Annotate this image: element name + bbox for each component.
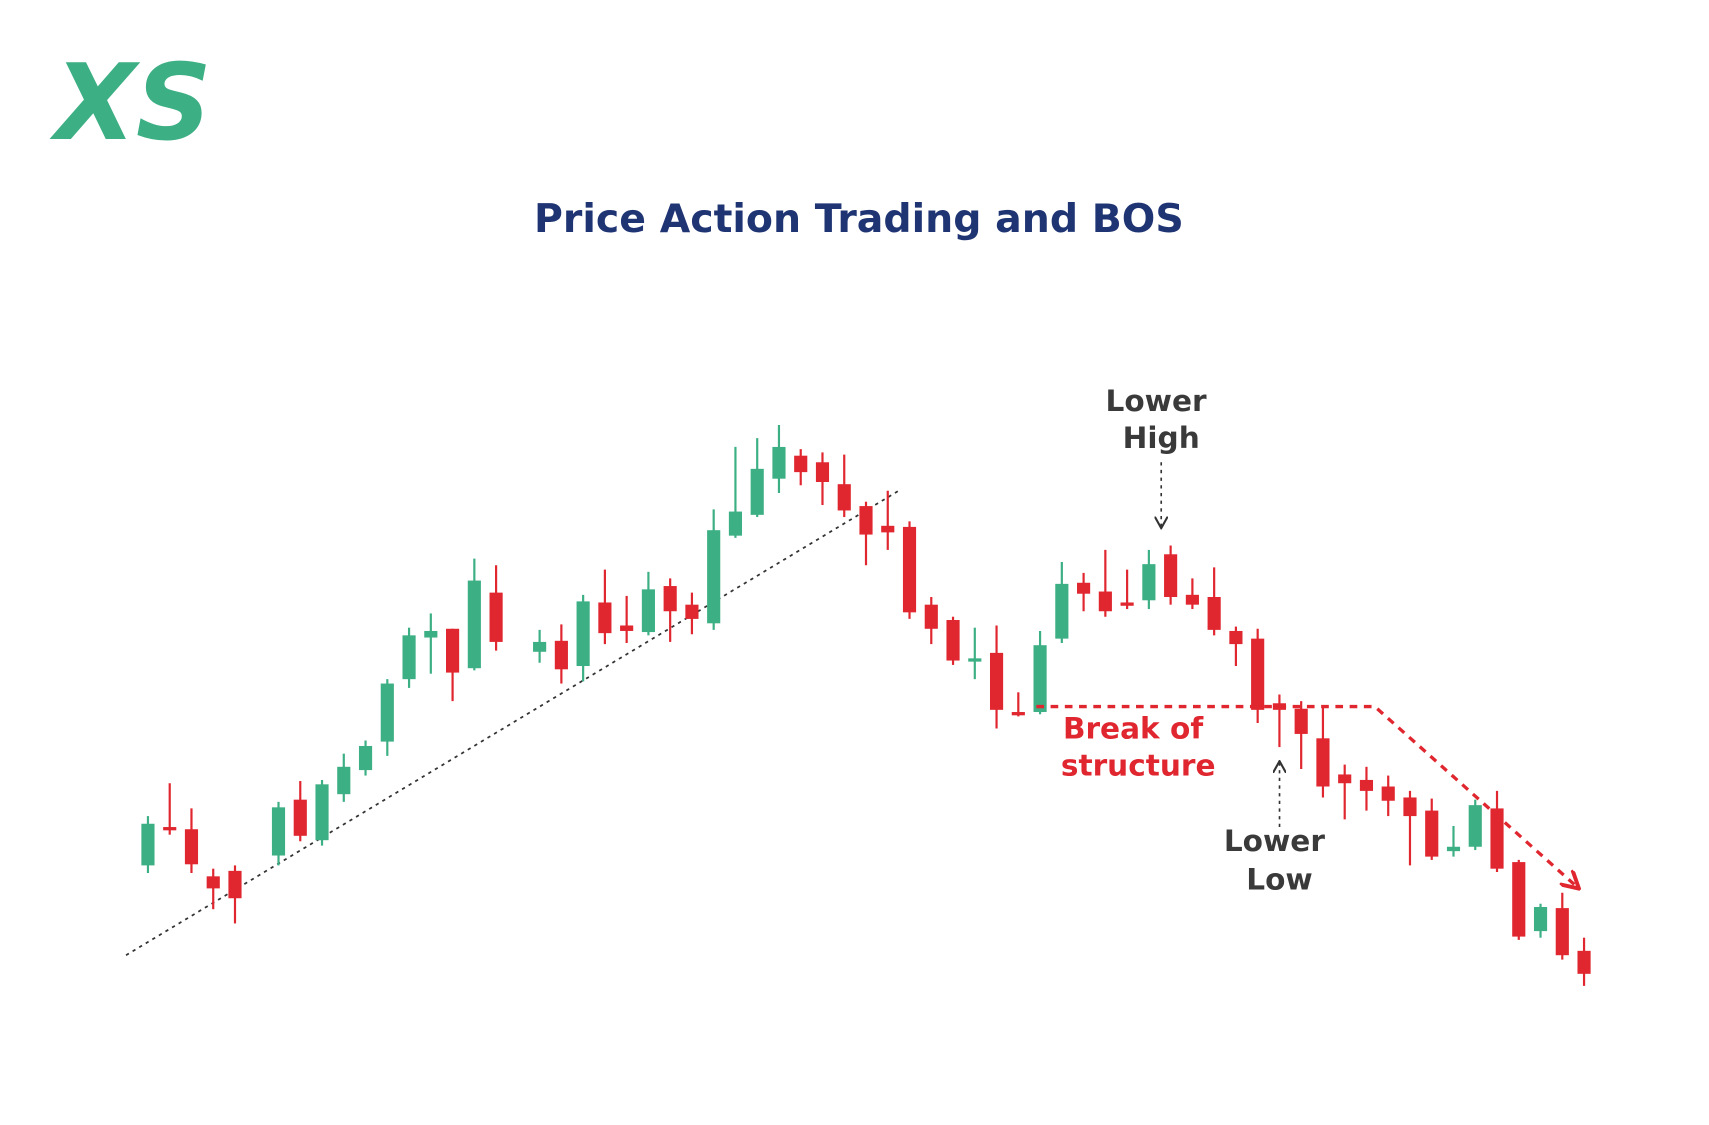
candle-body xyxy=(337,766,351,795)
candle-body xyxy=(1185,594,1199,605)
candle-body xyxy=(184,829,199,865)
candle-body xyxy=(271,807,286,856)
candle-body xyxy=(1142,564,1156,601)
candle-body xyxy=(815,462,830,482)
candle-body xyxy=(881,525,895,533)
candle-body xyxy=(1207,597,1221,630)
label-line: Lower xyxy=(1224,824,1326,858)
candle-body xyxy=(620,625,634,631)
candle-body xyxy=(968,658,982,662)
candle-body xyxy=(1229,630,1243,645)
label-line: Low xyxy=(1246,862,1312,896)
candle-body xyxy=(1077,582,1091,594)
bos-line xyxy=(1036,704,1577,888)
candle-body xyxy=(859,506,873,535)
candle-body xyxy=(750,468,764,515)
candle-body xyxy=(576,601,590,667)
candle-body xyxy=(402,635,416,680)
candle-body xyxy=(1098,591,1112,612)
candle-body xyxy=(554,640,568,670)
candle-body xyxy=(163,827,177,831)
candle-body xyxy=(1446,846,1461,852)
candles xyxy=(141,425,1591,986)
candle-body xyxy=(1251,638,1265,710)
candle-body xyxy=(902,526,917,613)
candle-body xyxy=(315,784,329,841)
candle-body xyxy=(1359,779,1374,791)
candle-body xyxy=(293,799,307,836)
candle-body xyxy=(1033,645,1047,713)
candle-body xyxy=(1164,554,1178,598)
candle-body xyxy=(794,455,808,473)
candle-body xyxy=(598,602,612,634)
candle-body xyxy=(1512,862,1526,937)
candle-body xyxy=(1533,907,1548,932)
candle-body xyxy=(1468,805,1482,847)
candle-body xyxy=(446,628,460,673)
candle-body xyxy=(924,604,938,629)
lower-low-label: Lower Low xyxy=(1224,824,1335,896)
candle-body xyxy=(946,620,960,661)
candle-body xyxy=(141,823,155,866)
candle-body xyxy=(772,446,786,479)
candle-body xyxy=(1425,810,1439,857)
candle-body xyxy=(380,683,394,742)
logo: XS xyxy=(49,41,212,164)
candle-body xyxy=(1381,786,1395,801)
candle-body xyxy=(206,876,220,889)
candle-body xyxy=(1316,738,1330,787)
candle-body xyxy=(489,592,503,642)
candle-body xyxy=(728,511,743,536)
candle-body xyxy=(663,586,677,612)
candle-body xyxy=(467,580,481,669)
trend-line xyxy=(125,488,901,956)
label-line: High xyxy=(1123,421,1200,455)
candle-body xyxy=(1294,708,1308,734)
candle-body xyxy=(533,641,547,652)
candle-body xyxy=(837,484,851,511)
candle-body xyxy=(641,589,655,633)
label-line: Break of xyxy=(1063,711,1204,745)
candle-body xyxy=(1490,808,1504,869)
candle-body xyxy=(1338,774,1352,784)
label-line: Lower xyxy=(1106,384,1208,418)
candle-body xyxy=(1011,712,1025,716)
candle-body xyxy=(707,530,721,624)
candle-body xyxy=(1403,797,1417,817)
label-line: structure xyxy=(1061,749,1216,783)
lower-high-label: Lower High xyxy=(1106,384,1217,455)
bos-label: Break of structure xyxy=(1061,711,1216,782)
candle-body xyxy=(424,630,438,638)
chart-title: Price Action Trading and BOS xyxy=(534,196,1184,242)
candle-body xyxy=(1055,583,1069,639)
candle-body xyxy=(989,652,1004,710)
candle-body xyxy=(1120,602,1134,606)
candle-body xyxy=(358,745,373,771)
candle-body xyxy=(1555,908,1569,956)
candle-body xyxy=(1577,950,1591,974)
candle-body xyxy=(685,604,699,619)
candle-body xyxy=(228,870,242,899)
